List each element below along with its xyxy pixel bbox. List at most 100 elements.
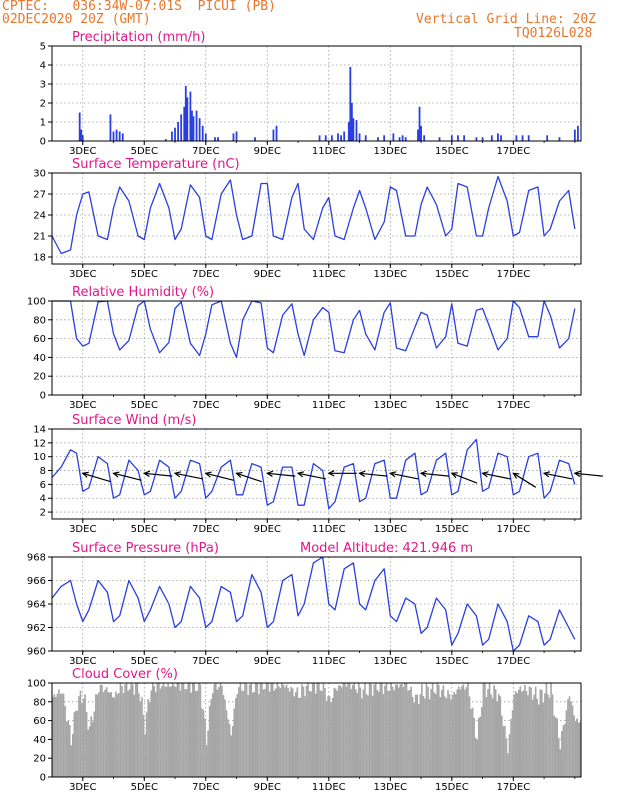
wind-arrow [113,472,142,481]
cloud-bar [568,696,571,777]
cloud-bar [528,686,531,777]
cloud-bar [138,693,140,777]
cloud-bar [135,683,137,777]
rh-ytick-label: 80 [33,315,46,326]
cloud-bar [265,683,268,777]
wind-arrow-head [265,470,274,477]
rh-xtick-label: 13DEC [373,400,407,411]
cloud-bar [261,683,263,777]
cloud-bar [524,684,526,777]
pres-xtick-label: 13DEC [373,656,407,667]
cloud-bar [182,683,185,777]
cloud-bar [244,683,246,777]
cloud-bar [199,684,202,777]
cloud-bar [236,694,239,777]
cloud-bar [193,683,196,777]
cloud-bar [561,731,563,777]
wind-xtick-label: 3DEC [69,524,96,535]
cloud-bar [128,689,131,777]
cloud-bar [161,685,163,777]
temp-ytick-label: 27 [33,190,46,201]
cloud-bar [331,697,334,777]
cloud-bar [136,683,139,777]
precip-bar [383,135,386,141]
wind-line [51,438,576,510]
cloud-bar [474,737,477,777]
cloud-bar [64,706,66,777]
precip-bar [420,125,422,141]
cloud-bar [527,695,529,777]
cloud-bar [241,690,243,777]
cloud-bar [522,690,525,777]
precip-bar [192,116,195,141]
cloud-bar [339,685,342,777]
cloud-bar [144,734,146,777]
cloud-bar [278,686,280,777]
cloud-bar [424,698,426,777]
precip-bar [81,135,84,141]
cloud-xtick-label: 9DEC [254,782,281,793]
cloud-bar [525,690,528,777]
precip-bar [521,135,524,141]
cloud-bar [427,686,429,777]
cloud-bar [450,699,452,777]
temp-frame [51,172,582,265]
pres-ytick-label: 964 [27,600,46,611]
cloud-bar [184,689,186,777]
temp-xtick-label: 9DEC [254,269,281,280]
cloud-bar [413,702,415,777]
precip-bar [217,137,219,141]
cloud-bar [345,686,348,777]
cloud-bar [390,683,392,777]
cloud-bar [248,684,251,777]
cloud-bar [58,689,60,777]
cloud-xtick-label: 5DEC [131,782,158,793]
cloud-bar [514,691,517,777]
cloud-bar [484,683,486,777]
precip-bar [423,135,426,141]
cloud-bar [290,686,292,777]
cloud-bar [79,690,82,777]
cloud-bar [457,686,460,777]
cloud-bar [513,694,515,777]
pres-xtick-label: 3DEC [69,656,96,667]
temp-xtick-label: 5DEC [131,269,158,280]
cloud-bar [139,701,142,777]
cloud-bar [287,687,289,777]
cloud-bar [470,708,472,777]
precip-bar [171,131,173,141]
wind-xtick-label: 11DEC [312,524,346,535]
precip-bar [272,129,275,141]
precip-xtick-label: 9DEC [254,146,281,157]
cloud-bar [78,696,80,777]
cloud-bar [71,734,74,777]
cloud-bar [444,696,446,777]
cloud-bar [548,697,551,777]
precip-bar [184,85,187,141]
precip-bar [201,125,204,141]
precip-bar [577,125,579,141]
cloud-bar [131,684,134,777]
cloud-bar [537,704,540,777]
cloud-bar [70,745,73,777]
precip-title: Precipitation (mm/h) [72,30,205,45]
cloud-bar [501,715,503,777]
cloud-bar [234,698,237,777]
cloud-bar [321,691,323,777]
wind-xtick-label: 17DEC [496,524,530,535]
cloud-bar [464,689,466,777]
pres-title: Surface Pressure (hPa) [72,541,219,556]
cloud-bar [148,702,151,777]
cloud-bar [467,683,469,777]
cloud-bar [348,683,351,777]
cloud-bar [405,683,408,777]
temp-ytick-label: 24 [33,211,46,222]
cloud-bar [145,712,148,777]
cloud-bar [288,691,291,777]
precip-ytick-label: 4 [40,61,46,72]
cloud-bar [425,683,428,777]
precip-bar [204,133,207,141]
cloud-bar [99,684,102,777]
cloud-bar [98,692,100,777]
cloud-bar [205,745,208,777]
